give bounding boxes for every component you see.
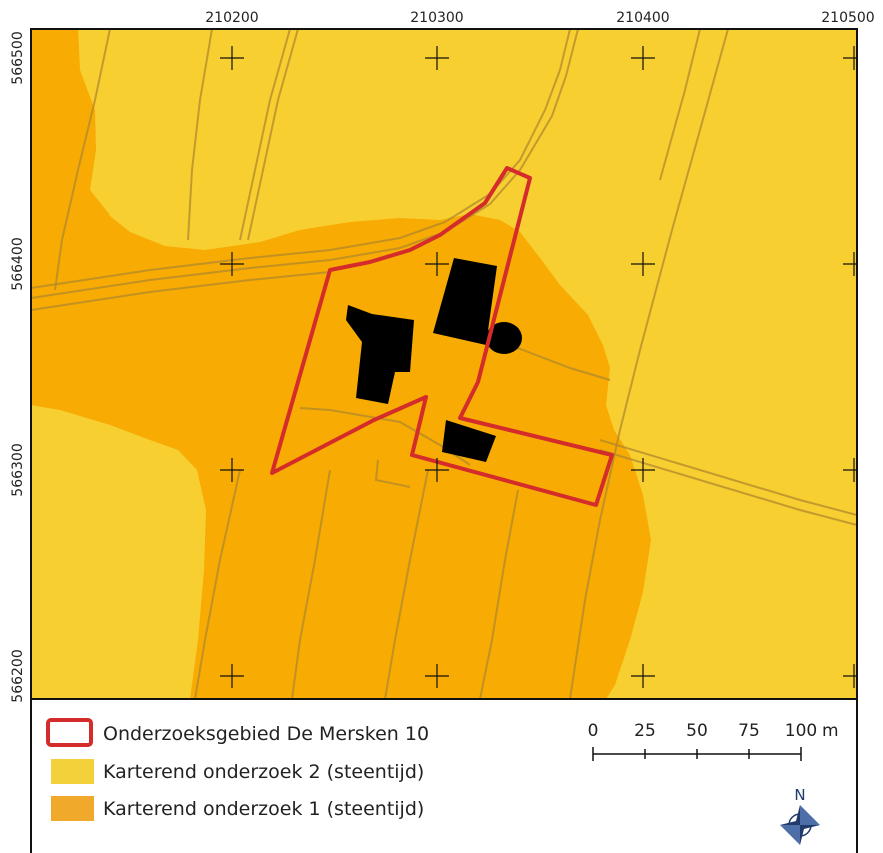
compass-rose-icon bbox=[780, 805, 820, 845]
scale-tick-label: 75 bbox=[738, 721, 760, 741]
grid-crosses bbox=[220, 46, 857, 688]
north-label: N bbox=[794, 786, 805, 804]
legend-swatch-study-area bbox=[46, 718, 93, 747]
buildings bbox=[346, 258, 522, 462]
scale-unit-label: m bbox=[822, 721, 839, 741]
legend-swatch-zone-1 bbox=[51, 796, 94, 821]
study-area-boundary bbox=[270, 166, 614, 507]
y-axis-labels: 566500 566400 566300 566200 bbox=[10, 31, 26, 702]
x-axis-labels: 210200 210300 210400 210500 bbox=[205, 10, 874, 26]
zone-1-area bbox=[31, 29, 651, 699]
x-coord-label: 210500 bbox=[821, 10, 874, 26]
map-frame bbox=[30, 28, 858, 700]
legend: Onderzoeksgebied De Mersken 10 Karterend… bbox=[46, 718, 429, 821]
zone-1-area bbox=[31, 268, 250, 336]
parcel-lines bbox=[31, 29, 857, 699]
y-coord-label: 566400 bbox=[10, 237, 26, 290]
x-coord-label: 210200 bbox=[205, 10, 258, 26]
scale-tick-label: 50 bbox=[686, 721, 708, 741]
x-coord-label: 210400 bbox=[616, 10, 669, 26]
y-coord-label: 566200 bbox=[10, 649, 26, 702]
zone-1-area bbox=[31, 190, 110, 232]
x-coord-label: 210300 bbox=[410, 10, 463, 26]
north-arrow: N bbox=[780, 786, 820, 845]
legend-swatch-zone-2 bbox=[51, 759, 94, 784]
y-coord-label: 566500 bbox=[10, 31, 26, 84]
scale-bar: 0 25 50 75 100 m bbox=[588, 721, 839, 761]
y-coord-label: 566300 bbox=[10, 443, 26, 496]
legend-label: Karterend onderzoek 1 (steentijd) bbox=[103, 798, 424, 820]
legend-label: Onderzoeksgebied De Mersken 10 bbox=[103, 723, 429, 745]
scale-tick-label: 100 bbox=[785, 721, 817, 741]
scale-bar-line bbox=[592, 747, 802, 761]
map-area bbox=[31, 29, 857, 699]
scale-tick-label: 0 bbox=[588, 721, 599, 741]
scale-tick-label: 25 bbox=[634, 721, 656, 741]
legend-label: Karterend onderzoek 2 (steentijd) bbox=[103, 761, 424, 783]
